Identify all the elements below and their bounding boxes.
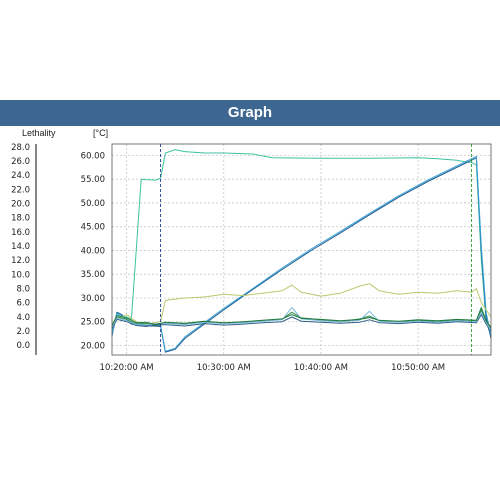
time-tick-label: 10:50:00 AM [391, 363, 445, 373]
time-tick-label: 10:40:00 AM [294, 363, 348, 373]
temperature-tick-label: 25.00 [81, 318, 105, 328]
lethality-tick-label: 2.0 [16, 327, 30, 337]
temperature-tick-label: 20.00 [81, 341, 105, 351]
lethality-tick-label: 16.0 [11, 228, 30, 238]
lethality-tick-label: 20.0 [11, 199, 30, 209]
lethality-tick-label: 28.0 [11, 143, 30, 153]
lethality-tick-label: 10.0 [11, 270, 30, 280]
lethality-tick-label: 6.0 [16, 299, 30, 309]
cursor-layer [160, 144, 473, 355]
time-axis-ticks: 10:20:00 AM 10:30:00 AM 10:40:00 AM 10:50:0… [100, 363, 446, 373]
temperature-series-line [111, 307, 492, 331]
time-tick-label: 10:20:00 AM [100, 363, 154, 373]
lethality-axis-label: Lethality [22, 128, 56, 138]
lethality-tick-label: 12.0 [11, 256, 30, 266]
lethality-tick-label: 26.0 [11, 157, 30, 167]
lethality-tick-label: 4.0 [16, 313, 30, 323]
temperature-tick-label: 55.00 [81, 175, 105, 185]
series-layer [111, 149, 492, 353]
temperature-series-line [111, 307, 492, 328]
lethality-axis-ticks: 0.0 2.0 4.0 6.0 8.0 10.0 12.0 14.0 16.0 18.0 20.0 2… [11, 143, 30, 351]
lethality-tick-label: 18.0 [11, 214, 30, 224]
temperature-tick-label: 60.00 [81, 151, 105, 161]
temperature-tick-label: 35.00 [81, 270, 105, 280]
temperature-tick-label: 40.00 [81, 246, 105, 256]
lethality-tick-label: 24.0 [11, 171, 30, 181]
temperature-tick-label: 50.00 [81, 199, 105, 209]
plot-frame [111, 143, 492, 356]
lethality-tick-label: 14.0 [11, 242, 30, 252]
time-tick-label: 10:30:00 AM [197, 363, 251, 373]
temperature-series-line [111, 283, 492, 327]
graph-title-bar: Graph [0, 100, 500, 126]
lethality-tick-label: 8.0 [16, 284, 30, 294]
temperature-series-line [111, 314, 492, 332]
lethality-tick-label: 22.0 [11, 185, 30, 195]
temperature-tick-label: 30.00 [81, 294, 105, 304]
temperature-unit-label: [°C] [93, 128, 109, 138]
lethality-tick-label: 0.0 [16, 341, 30, 351]
temperature-axis-ticks: 20.00 25.00 30.00 35.00 40.00 45.00 50.00 55.00… [81, 151, 105, 351]
temperature-tick-label: 45.00 [81, 223, 105, 233]
temperature-series-line [111, 149, 492, 337]
